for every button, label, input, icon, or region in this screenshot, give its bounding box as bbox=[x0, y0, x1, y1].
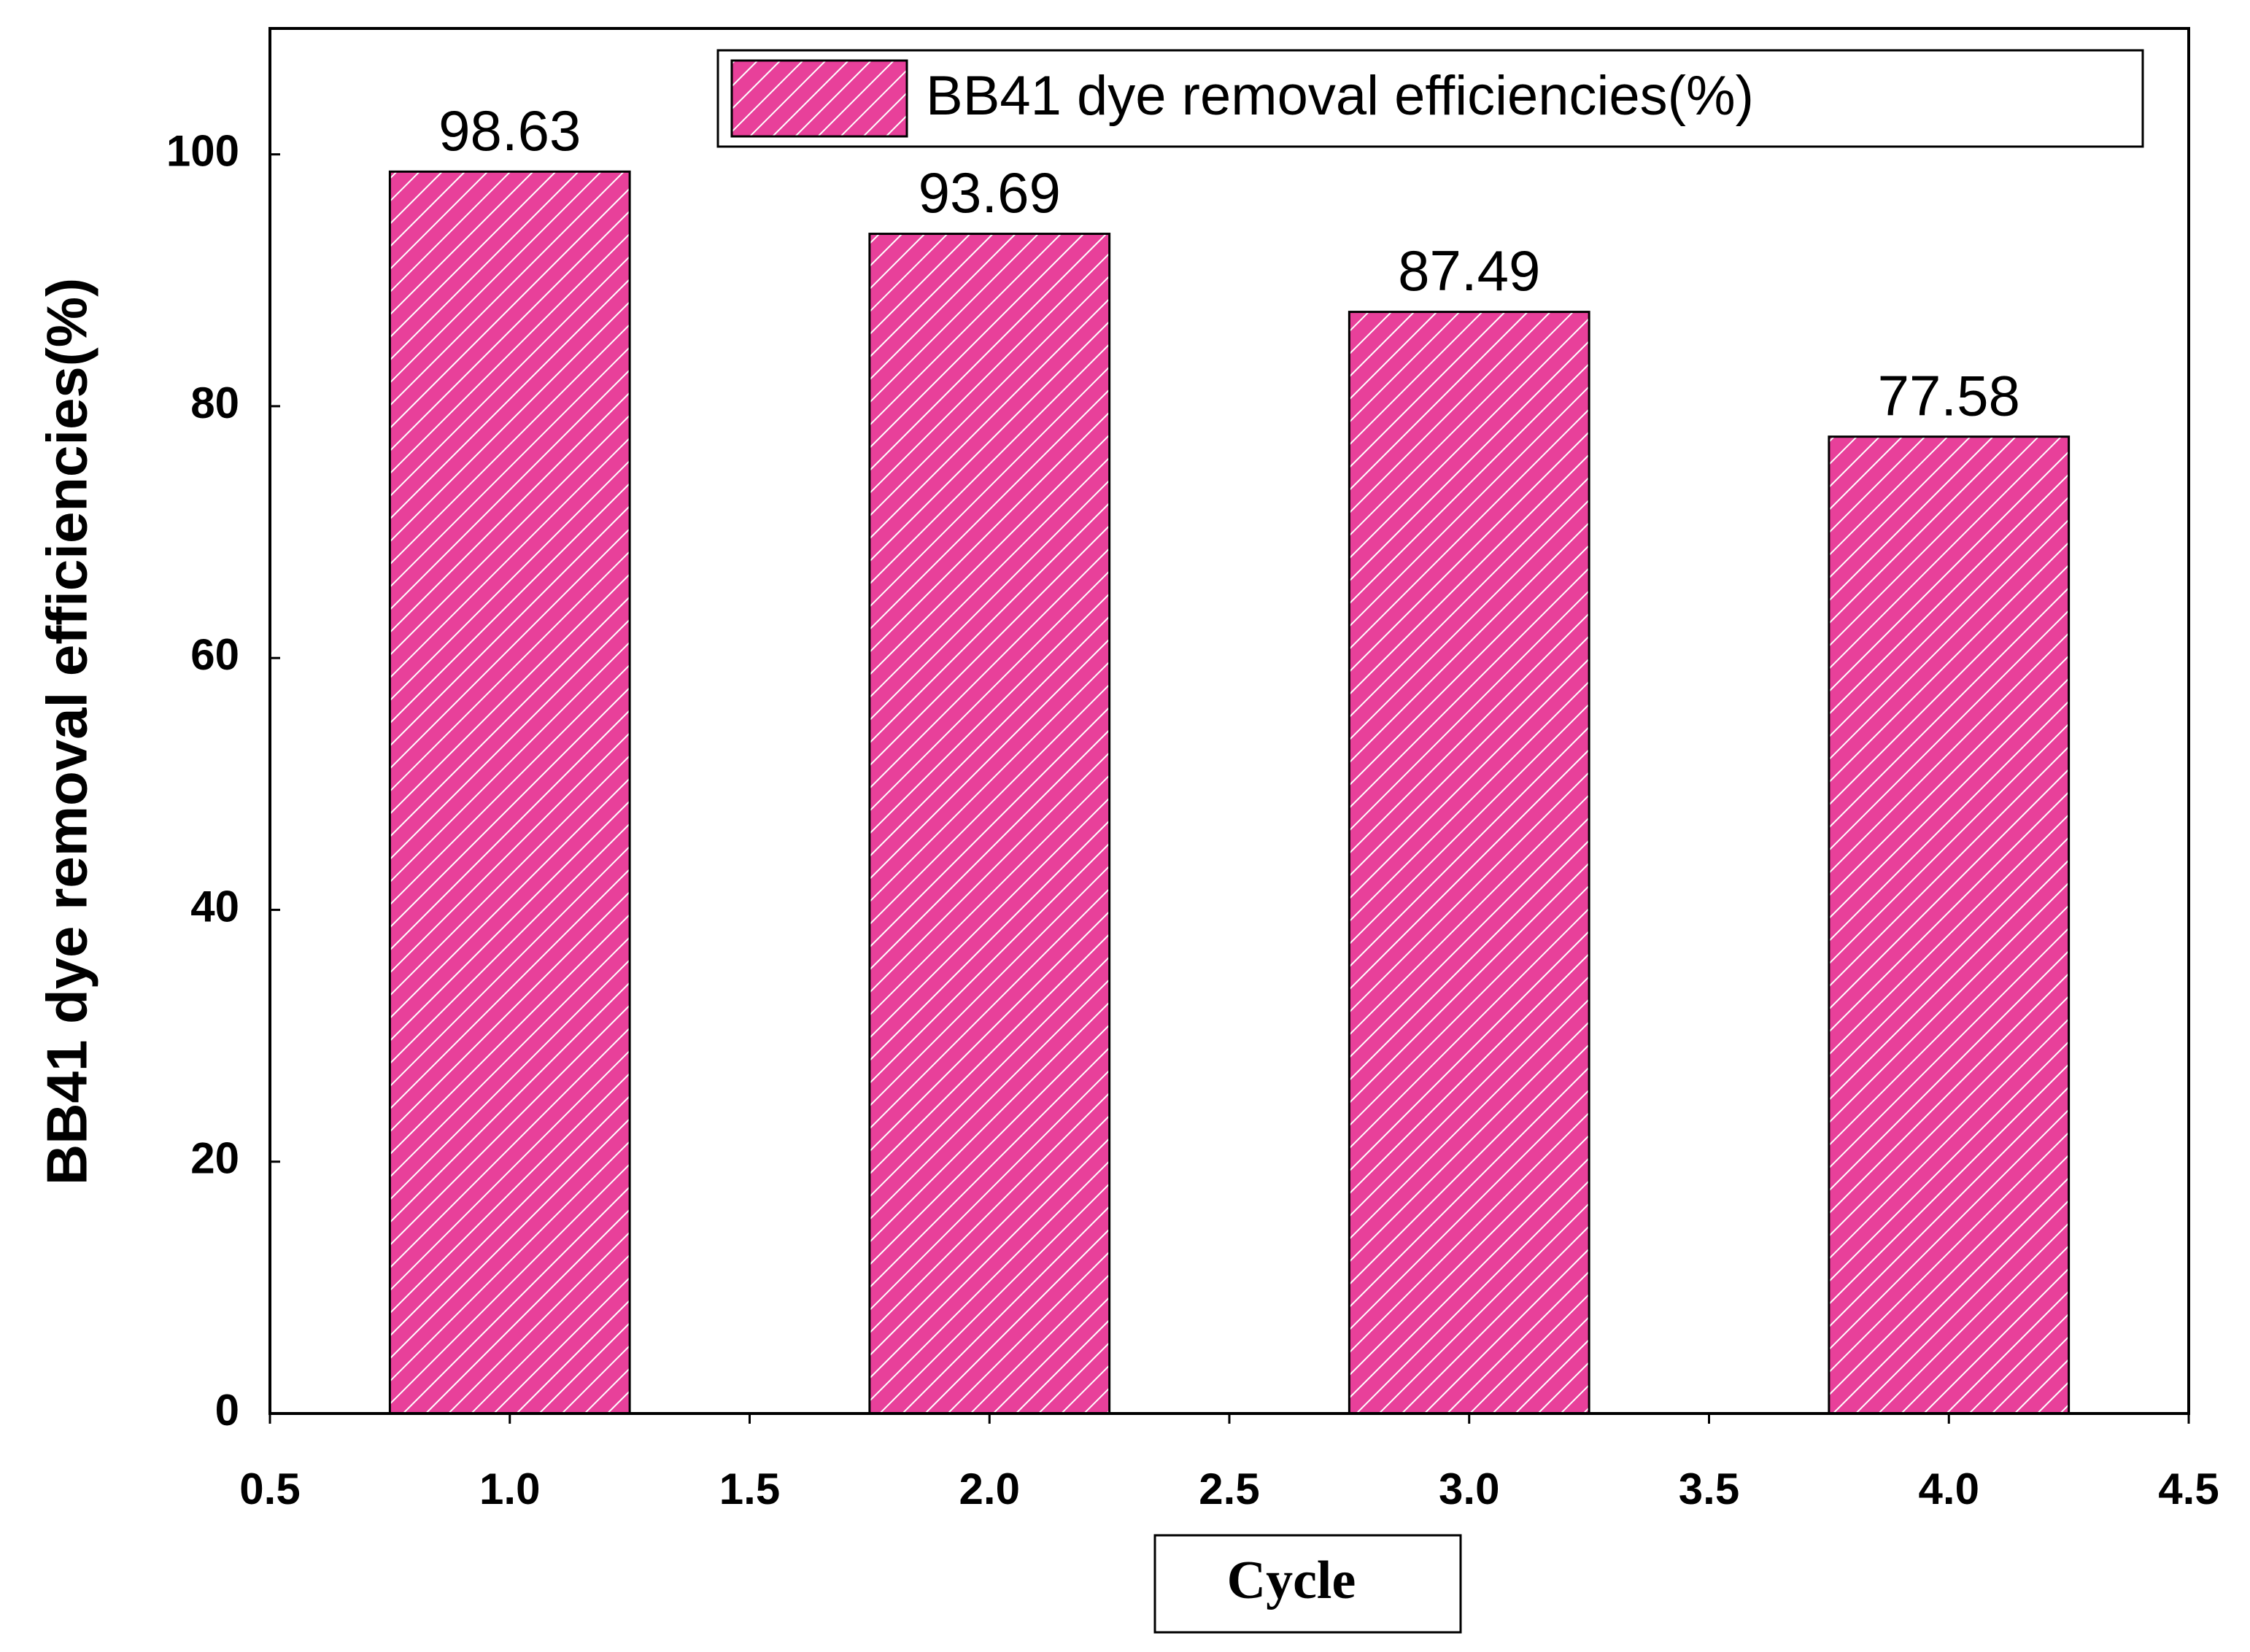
x-tick-label: 3.5 bbox=[1679, 1465, 1739, 1513]
legend-swatch bbox=[730, 59, 908, 138]
y-tick-label: 100 bbox=[166, 126, 239, 175]
x-tick-label: 3.0 bbox=[1439, 1465, 1499, 1513]
x-tick-label: 1.5 bbox=[719, 1465, 780, 1513]
y-tick-label: 40 bbox=[190, 882, 239, 931]
bar bbox=[1828, 435, 2071, 1415]
y-tick-label: 0 bbox=[215, 1386, 239, 1435]
value-label: 98.63 bbox=[438, 98, 581, 163]
y-tick-label: 20 bbox=[190, 1134, 239, 1183]
bar bbox=[1348, 311, 1590, 1415]
x-label-box bbox=[1153, 1534, 1462, 1634]
x-tick-label: 4.5 bbox=[2158, 1465, 2219, 1513]
value-label: 93.69 bbox=[919, 160, 1061, 225]
y-tick-label: 60 bbox=[190, 630, 239, 679]
x-tick-label: 1.0 bbox=[479, 1465, 540, 1513]
value-label: 77.58 bbox=[1878, 363, 2020, 427]
bar bbox=[388, 170, 631, 1415]
x-axis-label: Cycle bbox=[1227, 1551, 1356, 1610]
plot-frame bbox=[268, 27, 2190, 1415]
y-tick-label: 80 bbox=[190, 379, 239, 427]
bar bbox=[868, 233, 1111, 1415]
value-label: 87.49 bbox=[1398, 239, 1540, 303]
y-axis-label: BB41 dye removal efficiencies(%) bbox=[35, 278, 99, 1185]
x-tick-label: 2.5 bbox=[1199, 1465, 1259, 1513]
x-tick-label: 2.0 bbox=[959, 1465, 1020, 1513]
legend-box bbox=[716, 49, 2144, 148]
x-tick-label: 0.5 bbox=[239, 1465, 300, 1513]
legend-label: BB41 dye removal efficiencies(%) bbox=[926, 65, 1754, 127]
x-tick-label: 4.0 bbox=[1919, 1465, 1979, 1513]
